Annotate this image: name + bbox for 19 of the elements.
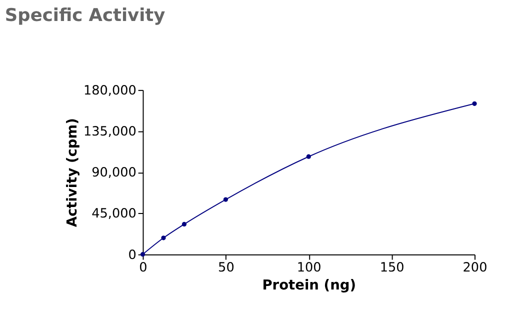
y-tick-label: 135,000 bbox=[83, 124, 136, 140]
point bbox=[472, 101, 477, 106]
y-axis-title: Activity (cpm) bbox=[64, 118, 81, 228]
x-tick-label: 150 bbox=[380, 260, 404, 276]
point bbox=[140, 252, 146, 257]
x-tick-label: 50 bbox=[218, 260, 234, 276]
chart-title: Specific Activity bbox=[4, 6, 166, 26]
y-tick-label: 0 bbox=[128, 248, 136, 263]
point bbox=[306, 154, 311, 159]
point bbox=[223, 197, 228, 202]
point bbox=[161, 236, 166, 240]
x-tick-label: 0 bbox=[139, 260, 148, 276]
x-tick-label: 100 bbox=[296, 260, 322, 276]
x-tick-label: 200 bbox=[462, 260, 488, 276]
x-axis-title: Protein (ng) bbox=[262, 277, 356, 294]
y-tick-label: 180,000 bbox=[83, 83, 136, 98]
point bbox=[182, 222, 187, 227]
y-tick-label: 45,000 bbox=[92, 206, 136, 222]
y-tick-label: 90,000 bbox=[92, 166, 136, 181]
